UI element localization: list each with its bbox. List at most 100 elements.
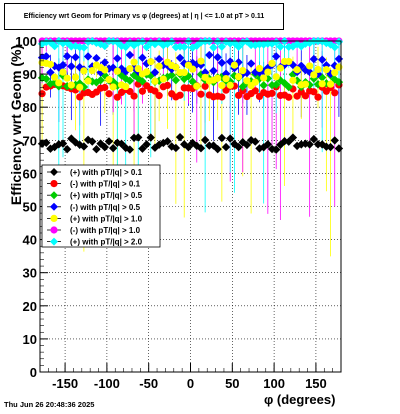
legend: (+) with pT/|q| > 0.1 (-) with pT/|q| > 0… <box>41 164 161 248</box>
data-point <box>314 93 322 101</box>
data-point <box>242 68 252 78</box>
data-point <box>326 80 335 88</box>
y-tick-label: 100 <box>15 34 37 49</box>
data-point <box>125 50 135 60</box>
data-point <box>113 67 121 75</box>
data-point <box>108 63 118 72</box>
data-point <box>292 39 302 49</box>
data-point <box>184 72 193 81</box>
data-point <box>84 77 92 85</box>
data-point <box>96 75 105 85</box>
data-point <box>209 66 218 75</box>
data-point <box>196 60 206 70</box>
data-point <box>134 65 142 73</box>
data-point <box>138 53 147 62</box>
data-point <box>159 41 168 50</box>
data-point <box>121 42 130 52</box>
data-point <box>239 66 247 75</box>
data-point <box>159 60 168 70</box>
data-point <box>218 93 226 101</box>
data-point <box>163 81 172 90</box>
data-point <box>218 81 226 90</box>
data-point <box>285 57 293 66</box>
data-point <box>92 78 101 87</box>
data-point <box>113 37 122 47</box>
data-point <box>306 62 314 70</box>
data-point <box>197 90 205 98</box>
legend-label: (+) with pT/|q| > 0.1 <box>70 168 143 177</box>
data-point <box>167 142 176 151</box>
legend-marker <box>50 214 58 222</box>
data-point <box>243 77 251 85</box>
data-point <box>330 42 339 52</box>
data-point <box>180 42 189 52</box>
chart-title: Efficiency wrt Geom for Primary vs φ (de… <box>4 3 284 30</box>
data-point <box>159 75 167 83</box>
data-point <box>255 40 264 49</box>
data-point <box>251 137 260 146</box>
data-point <box>67 42 76 51</box>
data-point <box>330 61 339 70</box>
data-point <box>113 93 121 101</box>
data-point <box>150 68 160 77</box>
data-point <box>263 39 273 48</box>
date-stamp: Thu Jun 26 20:48:36 2025 <box>4 400 95 409</box>
data-point <box>101 66 109 74</box>
data-point <box>175 42 185 51</box>
data-point <box>117 41 126 51</box>
data-point <box>305 140 314 149</box>
data-point <box>196 70 206 79</box>
data-point <box>251 87 259 95</box>
legend-label: (+) with pT/|q| > 2.0 <box>70 238 143 247</box>
data-point <box>246 59 256 68</box>
data-point <box>234 58 243 67</box>
data-point <box>79 43 89 52</box>
y-tick-label: 80 <box>23 100 37 115</box>
data-point <box>113 54 122 63</box>
data-point <box>67 81 75 89</box>
data-point <box>130 58 138 66</box>
data-point <box>71 73 80 81</box>
data-point <box>104 64 114 73</box>
data-point <box>221 142 231 152</box>
x-tick-label: 50 <box>225 376 239 391</box>
data-point <box>130 92 138 100</box>
data-point <box>105 75 113 84</box>
data-point <box>62 38 72 47</box>
data-point <box>272 37 281 47</box>
data-point <box>272 52 281 61</box>
y-tick-label: 30 <box>23 266 37 281</box>
data-point <box>272 145 281 154</box>
data-point <box>255 64 264 73</box>
data-point <box>263 140 273 149</box>
legend-box <box>41 164 161 248</box>
y-tick-label: 60 <box>23 166 37 181</box>
y-tick-label: 50 <box>23 200 37 215</box>
legend-marker <box>50 226 58 234</box>
data-point <box>63 74 71 82</box>
data-point <box>326 142 335 152</box>
data-point <box>126 65 134 73</box>
data-point <box>105 90 113 98</box>
data-point <box>129 71 139 80</box>
x-tick-label: 100 <box>263 376 285 391</box>
data-point <box>301 80 310 88</box>
data-point <box>62 144 72 154</box>
data-point <box>155 62 163 70</box>
data-point <box>213 37 222 46</box>
data-point <box>196 143 206 153</box>
data-point <box>242 140 252 150</box>
data-point <box>80 67 88 75</box>
y-tick-label: 20 <box>23 299 37 314</box>
data-point <box>268 59 276 67</box>
data-point <box>151 77 159 85</box>
legend-marker <box>50 202 58 211</box>
data-point <box>46 38 55 47</box>
data-point <box>142 140 151 149</box>
data-point <box>147 58 155 66</box>
data-point <box>134 133 143 142</box>
data-point <box>197 57 205 65</box>
data-point <box>117 64 126 73</box>
data-point <box>234 142 243 152</box>
